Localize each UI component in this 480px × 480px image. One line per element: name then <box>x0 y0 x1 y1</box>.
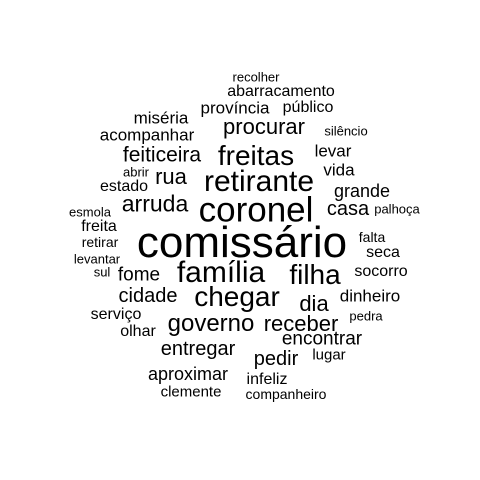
word-freita: freita <box>81 218 117 235</box>
word-companheiro: companheiro <box>245 386 327 402</box>
word-publico: público <box>282 99 334 116</box>
word-procurar: procurar <box>223 114 305 139</box>
word-entregar: entregar <box>160 338 236 360</box>
word-aproximar: aproximar <box>147 364 229 384</box>
word-dinheiro: dinheiro <box>339 286 401 306</box>
word-encontrar: encontrar <box>281 328 363 350</box>
word-vida: vida <box>323 160 355 180</box>
word-grande: grande <box>333 181 391 201</box>
word-lugar: lugar <box>312 346 346 364</box>
word-dia: dia <box>299 291 329 316</box>
word-falta: falta <box>358 229 386 245</box>
word-abrir: abrir <box>122 164 150 180</box>
word-estado: estado <box>99 178 149 195</box>
word-governo: governo <box>167 310 255 337</box>
word-infeliz: infeliz <box>246 371 288 388</box>
word-levar: levar <box>314 141 352 161</box>
word-levantar: levantar <box>73 251 121 267</box>
word-coronel: coronel <box>198 190 314 230</box>
word-acompanhar: acompanhar <box>99 125 195 145</box>
word-palhoca: palhoça <box>374 201 420 217</box>
word-pedir: pedir <box>253 348 299 370</box>
word-retirar: retirar <box>81 234 119 250</box>
word-clemente: clemente <box>160 383 222 401</box>
word-casa: casa <box>326 198 370 220</box>
word-rua: rua <box>155 164 187 189</box>
word-filha: filha <box>289 259 341 290</box>
word-recolher: recolher <box>232 69 280 85</box>
word-servico: serviço <box>90 306 142 323</box>
word-pedra: pedra <box>349 308 383 324</box>
word-sul: sul <box>93 264 111 280</box>
word-familia: família <box>176 256 266 289</box>
word-receber: receber <box>263 311 339 336</box>
word-miseria: miséria <box>133 108 189 128</box>
word-fome: fome <box>117 264 161 286</box>
word-chegar: chegar <box>194 281 280 312</box>
word-feiticeira: feiticeira <box>122 143 202 167</box>
word-provincia: província <box>200 98 270 118</box>
word-retirante: retirante <box>203 165 315 198</box>
word-freitas: freitas <box>217 140 295 171</box>
word-socorro: socorro <box>354 263 408 280</box>
word-cidade: cidade <box>118 285 178 307</box>
word-abarracamento: abarracamento <box>227 83 335 100</box>
word-silencio: silêncio <box>324 123 368 139</box>
word-comissario: comissário <box>136 218 348 267</box>
word-olhar: olhar <box>120 323 156 340</box>
word-seca: seca <box>366 244 400 261</box>
word-esmola: esmola <box>69 204 111 220</box>
word-arruda: arruda <box>121 190 189 217</box>
